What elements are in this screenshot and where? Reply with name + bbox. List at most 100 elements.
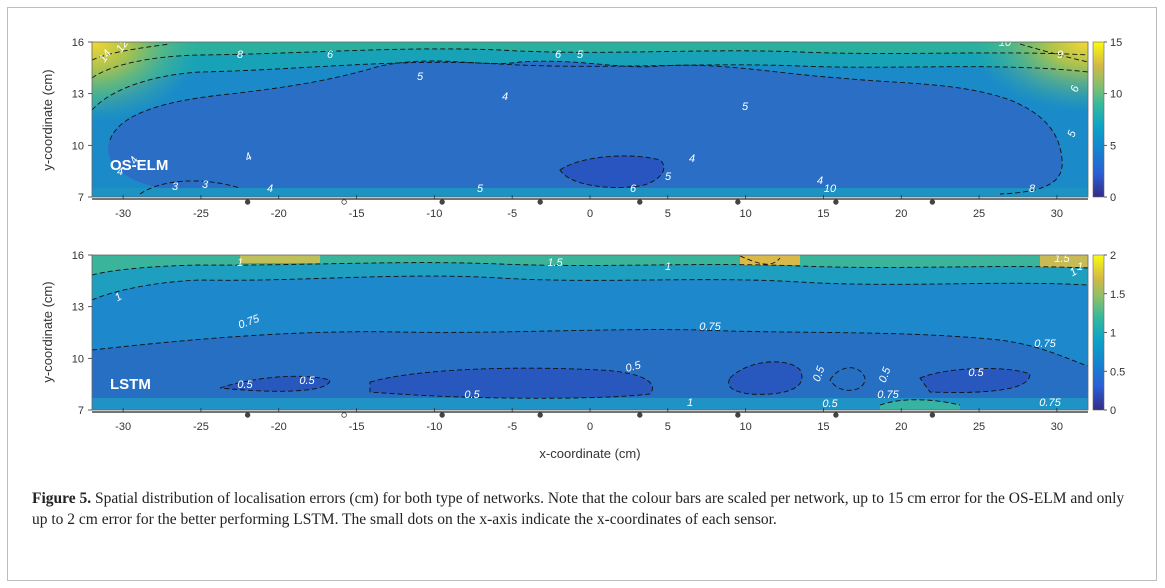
os-elm-contour-label: 4 bbox=[243, 151, 254, 164]
os-elm-contour-label: 6 bbox=[630, 183, 637, 195]
lstm-contour-label: 1 bbox=[237, 257, 243, 269]
os-elm-colorbar bbox=[1092, 41, 1105, 198]
os-elm-contour-label: 5 bbox=[577, 49, 584, 61]
lstm-contour-label: 0.5 bbox=[464, 389, 480, 401]
os-elm-ytick: 16 bbox=[72, 37, 84, 49]
os-elm-sensor-dot bbox=[637, 199, 643, 205]
os-elm-ytick: 7 bbox=[78, 192, 84, 204]
os-elm-contour-label: 6 bbox=[327, 49, 334, 61]
lstm-xtick: 10 bbox=[740, 421, 752, 433]
os-elm-contour-label: 5 bbox=[1065, 128, 1079, 139]
figure-label: Figure 5. bbox=[32, 490, 92, 507]
lstm-xtick: -25 bbox=[193, 421, 209, 433]
lstm-xtick: -30 bbox=[115, 421, 131, 433]
os-elm-xtick: 10 bbox=[740, 208, 752, 220]
lstm-heatmap: LSTM 1 1.5 1 1 0.75 0.75 0.5 0.5 0.5 0.5 0.5 0.5 0.5… bbox=[92, 253, 1088, 410]
os-elm-sensor-dot bbox=[537, 199, 543, 205]
os-elm-contour-label: 4 bbox=[117, 166, 123, 178]
os-elm-xtick: 25 bbox=[973, 208, 985, 220]
os-elm-colorbar-tick: 10 bbox=[1110, 89, 1122, 101]
os-elm-contour-label: 6 bbox=[555, 49, 562, 61]
os-elm-xtick: -20 bbox=[271, 208, 287, 220]
lstm-contour-label: 0.5 bbox=[877, 365, 894, 384]
lstm-colorbar-tick: 1.5 bbox=[1110, 289, 1125, 301]
os-elm-colorbar-tick: 0 bbox=[1110, 192, 1116, 204]
os-elm-label: OS-ELM bbox=[110, 157, 168, 174]
os-elm-contour-label: 5 bbox=[417, 71, 424, 83]
os-elm-sensor-dot bbox=[439, 199, 445, 205]
os-elm-contour-label: 4 bbox=[689, 153, 695, 165]
lstm-contour-label: 0.5 bbox=[299, 375, 315, 387]
lstm-colorbar bbox=[1092, 254, 1105, 411]
os-elm-sensor-dot bbox=[341, 199, 347, 205]
os-elm-contour-label: 5 bbox=[742, 101, 749, 113]
os-elm-colorbar-tick: 5 bbox=[1110, 140, 1116, 152]
os-elm-sensor-dot bbox=[735, 199, 741, 205]
os-elm-contour-label: 5 bbox=[665, 171, 672, 183]
os-elm-xtick: 5 bbox=[665, 208, 671, 220]
lstm-contour-label: 0.5 bbox=[968, 367, 984, 379]
os-elm-contour-label: 8 bbox=[237, 49, 244, 61]
os-elm-contour-label: 8 bbox=[1029, 183, 1036, 195]
lstm-ylabel: y-coordinate (cm) bbox=[40, 281, 55, 382]
lstm-contour-label: 0.5 bbox=[237, 379, 253, 391]
lstm-xtick: 15 bbox=[817, 421, 829, 433]
lstm-sensor-dot bbox=[439, 412, 445, 418]
lstm-contour-label: 1 bbox=[113, 291, 124, 304]
lstm-contour-label: 1 bbox=[665, 261, 671, 273]
os-elm-xtick: 15 bbox=[817, 208, 829, 220]
os-elm-contour-label: 10 bbox=[824, 183, 837, 195]
lstm-xtick: -5 bbox=[507, 421, 517, 433]
lstm-sensor-dot bbox=[929, 412, 936, 418]
lstm-contour-label: 0.75 bbox=[1034, 338, 1056, 350]
os-elm-ytick: 13 bbox=[72, 89, 84, 101]
os-elm-sensor-dot bbox=[929, 199, 936, 205]
lstm-ytick: 10 bbox=[72, 353, 84, 365]
lstm-colorbar-tick: 0 bbox=[1110, 405, 1116, 417]
lstm-contour-label: 0.75 bbox=[877, 389, 899, 401]
lstm-contour-label: 0.5 bbox=[624, 359, 643, 375]
lstm-xtick: -15 bbox=[349, 421, 365, 433]
os-elm-xtick: -10 bbox=[426, 208, 442, 220]
os-elm-xtick: -5 bbox=[507, 208, 517, 220]
lstm-sensor-dot bbox=[341, 412, 347, 418]
os-elm-contour-label: 10 bbox=[143, 26, 160, 43]
os-elm-contour-label: 3 bbox=[172, 181, 179, 193]
os-elm-xtick: 30 bbox=[1051, 208, 1063, 220]
lstm-xtick: -10 bbox=[426, 421, 442, 433]
os-elm-sensor-dot bbox=[833, 199, 839, 205]
os-elm-contour-label: 10 bbox=[999, 37, 1012, 49]
lstm-colorbar-tick: 2 bbox=[1110, 250, 1116, 262]
lstm-contour-label: 0.5 bbox=[811, 364, 828, 383]
lstm-ytick: 16 bbox=[72, 250, 84, 262]
figure-caption: Figure 5. Spatial distribution of locali… bbox=[32, 488, 1137, 530]
os-elm-contour-label: 14 bbox=[97, 48, 114, 65]
lstm-ytick: 7 bbox=[78, 405, 84, 417]
os-elm-ylabel: y-coordinate (cm) bbox=[40, 69, 55, 170]
lstm-contour-label: 1.5 bbox=[547, 257, 563, 269]
lstm-xtick: 20 bbox=[895, 421, 907, 433]
lstm-xlabel: x-coordinate (cm) bbox=[539, 446, 640, 461]
lstm-contour-label: 1 bbox=[687, 397, 693, 409]
os-elm-colorbar-tick: 15 bbox=[1110, 37, 1122, 49]
lstm-sensor-dot bbox=[637, 412, 643, 418]
lstm-xtick: 5 bbox=[665, 421, 671, 433]
lstm-sensor-dot bbox=[735, 412, 741, 418]
os-elm-sensor-dot bbox=[244, 199, 251, 205]
lstm-contour-label: 0.75 bbox=[699, 321, 721, 333]
lstm-colorbar-tick: 1 bbox=[1110, 328, 1116, 340]
os-elm-xtick: -25 bbox=[193, 208, 209, 220]
lstm-sensor-dot bbox=[244, 412, 251, 418]
lstm-label: LSTM bbox=[110, 376, 151, 393]
os-elm-contour-label: 5 bbox=[477, 183, 484, 195]
lstm-contour-label: 1.5 bbox=[1054, 253, 1070, 265]
lstm-xtick: 0 bbox=[587, 421, 593, 433]
lstm-xtick: 25 bbox=[973, 421, 985, 433]
os-elm-contour-label: 3 bbox=[202, 179, 209, 191]
os-elm-xtick: 20 bbox=[895, 208, 907, 220]
caption-text: Spatial distribution of localisation err… bbox=[32, 490, 1125, 528]
